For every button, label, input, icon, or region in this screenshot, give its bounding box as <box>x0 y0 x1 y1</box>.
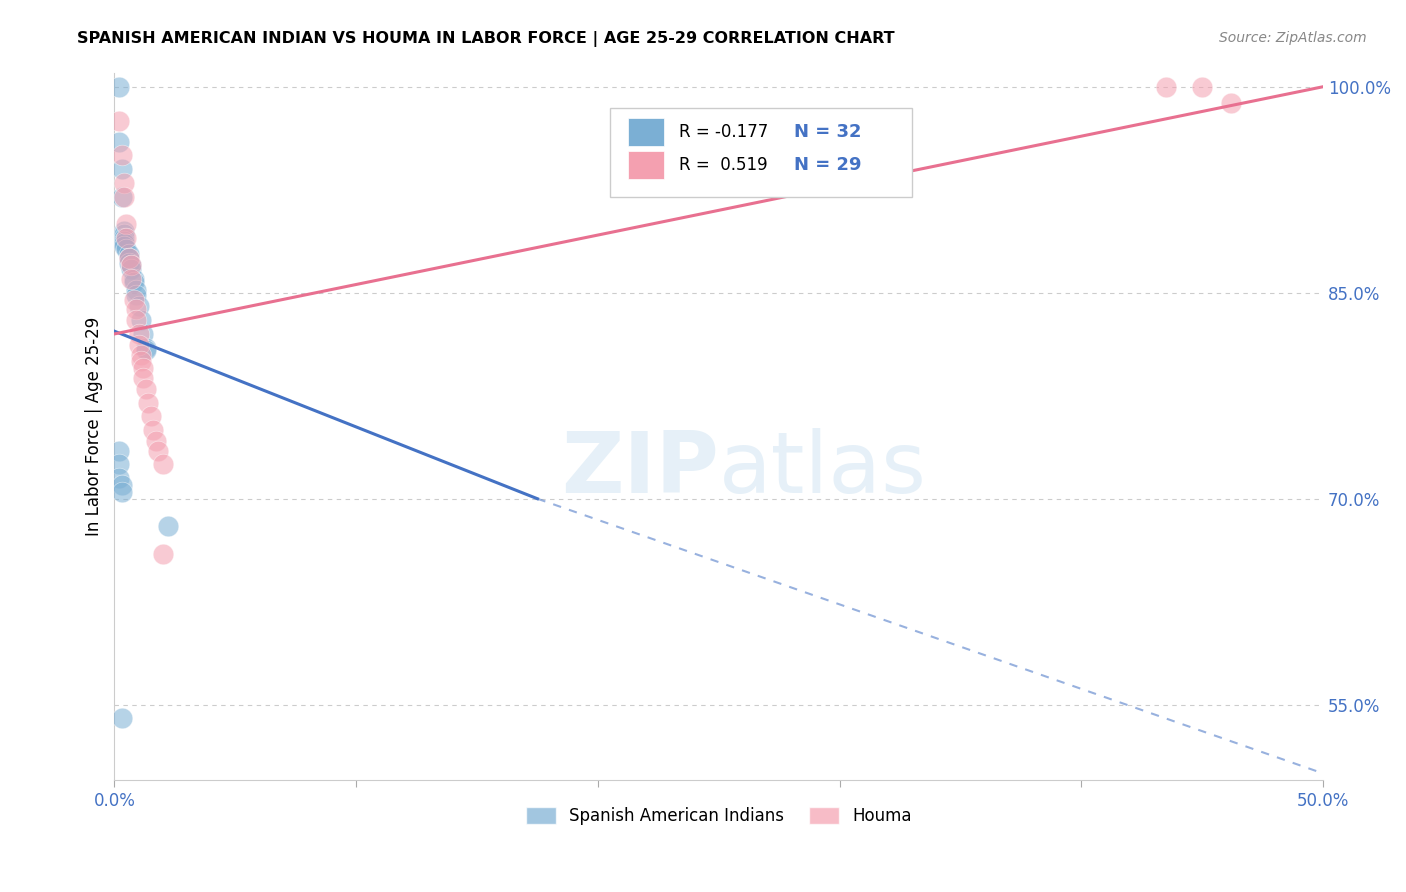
Point <box>145 434 167 448</box>
Point <box>112 234 135 248</box>
Point <box>156 519 179 533</box>
Point <box>111 162 134 177</box>
Text: SPANISH AMERICAN INDIAN VS HOUMA IN LABOR FORCE | AGE 25-29 CORRELATION CHART: SPANISH AMERICAN INDIAN VS HOUMA IN LABO… <box>77 31 896 47</box>
Point <box>111 711 134 725</box>
Point <box>132 371 155 385</box>
Point <box>115 217 138 231</box>
Point <box>112 227 135 241</box>
Point <box>118 252 141 266</box>
Point <box>108 79 131 94</box>
Legend: Spanish American Indians, Houma: Spanish American Indians, Houma <box>526 807 912 825</box>
Point <box>108 114 131 128</box>
Point <box>108 458 131 472</box>
Point <box>111 189 134 203</box>
Point <box>139 409 162 424</box>
Point <box>128 326 150 341</box>
Point <box>129 347 152 361</box>
FancyBboxPatch shape <box>628 151 665 179</box>
Point <box>122 272 145 286</box>
Point <box>136 395 159 409</box>
Point <box>111 148 134 162</box>
FancyBboxPatch shape <box>610 108 912 197</box>
Point <box>120 272 142 286</box>
Point <box>129 313 152 327</box>
Point <box>1191 79 1213 94</box>
Point <box>125 302 148 317</box>
Point <box>118 255 141 269</box>
Point <box>112 239 135 253</box>
Point <box>120 258 142 272</box>
Point <box>108 443 131 458</box>
Y-axis label: In Labor Force | Age 25-29: In Labor Force | Age 25-29 <box>86 317 103 536</box>
Point <box>128 338 150 352</box>
Point <box>122 275 145 289</box>
Text: N = 32: N = 32 <box>794 123 862 141</box>
Point <box>135 382 157 396</box>
Point <box>108 471 131 485</box>
Point <box>152 547 174 561</box>
Point <box>118 252 141 266</box>
Point <box>132 361 155 376</box>
Point <box>132 326 155 341</box>
Text: N = 29: N = 29 <box>794 156 862 174</box>
Point <box>125 288 148 302</box>
Point <box>122 293 145 307</box>
Point <box>112 231 135 245</box>
Point <box>112 189 135 203</box>
Point <box>112 236 135 251</box>
Point <box>135 341 157 355</box>
Text: R =  0.519: R = 0.519 <box>679 156 768 174</box>
Point <box>111 478 134 492</box>
Point <box>120 258 142 272</box>
Point <box>125 283 148 297</box>
Point <box>129 354 152 368</box>
Point <box>112 224 135 238</box>
Point <box>1154 79 1177 94</box>
Point <box>108 135 131 149</box>
Point <box>128 300 150 314</box>
FancyBboxPatch shape <box>628 118 665 145</box>
Point <box>142 423 165 437</box>
Point <box>1220 96 1243 111</box>
Text: R = -0.177: R = -0.177 <box>679 123 768 141</box>
Point <box>120 262 142 277</box>
Text: Source: ZipAtlas.com: Source: ZipAtlas.com <box>1219 31 1367 45</box>
Text: ZIP: ZIP <box>561 427 718 510</box>
Point <box>115 242 138 256</box>
Point <box>135 343 157 358</box>
Point <box>152 458 174 472</box>
Point <box>146 443 169 458</box>
Point <box>112 176 135 190</box>
Point <box>125 313 148 327</box>
Point <box>111 484 134 499</box>
Text: atlas: atlas <box>718 427 927 510</box>
Point <box>118 247 141 261</box>
Point <box>115 231 138 245</box>
